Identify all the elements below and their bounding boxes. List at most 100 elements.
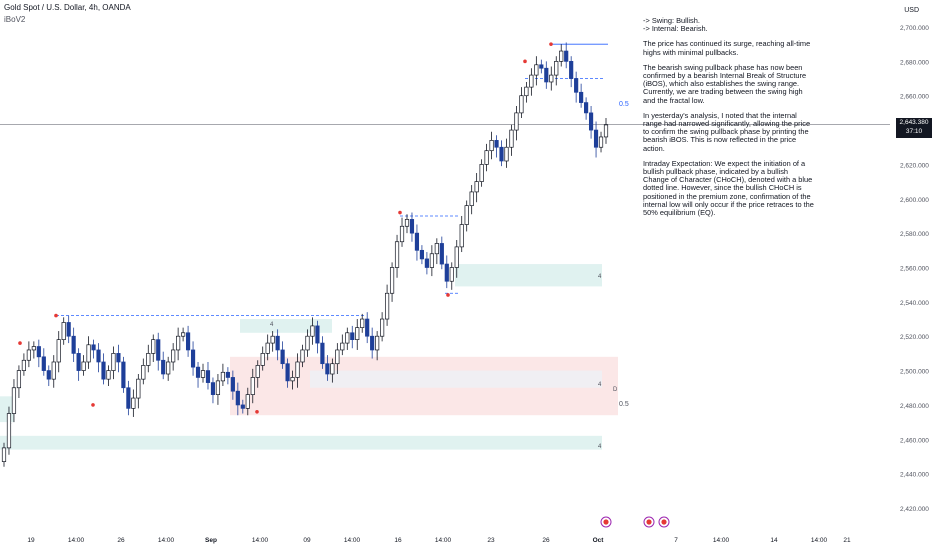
candle-body [16, 370, 22, 389]
price-tick-label: 2,580.000 [900, 231, 929, 238]
candle-body [111, 353, 116, 371]
candle-body [250, 377, 255, 395]
candle-body [295, 361, 300, 378]
price-axis[interactable]: 2,420.000 2,440.000 2,460.000 2,480.000 2,50… [890, 0, 932, 550]
candle-body [1, 447, 7, 462]
note-paragraph: In yesterday's analysis, I noted that th… [643, 110, 811, 153]
price-tick-label: 2,700.000 [900, 25, 929, 32]
candle-body [300, 349, 305, 363]
time-tick-label: 14:00 [68, 537, 85, 544]
candle-body [564, 50, 569, 62]
candle-body [524, 86, 529, 97]
candle-body [419, 249, 425, 260]
eq-label-lower: 0.5 [619, 401, 629, 408]
time-tick-label: 14 [770, 537, 778, 544]
candle-body [454, 246, 459, 268]
price-tick-label: 2,620.000 [900, 162, 929, 169]
event-flag-icon [603, 519, 609, 525]
price-tick-label: 2,600.000 [900, 197, 929, 204]
candle-body [449, 267, 454, 282]
candle-body [360, 318, 365, 328]
candle-body [141, 365, 146, 380]
indicator-label: iBoV2 [4, 15, 26, 24]
zone-mark: 4 [598, 382, 602, 388]
candle-body [479, 164, 484, 182]
candle-body [394, 241, 400, 268]
candle-body [230, 377, 235, 392]
candle-body [598, 136, 604, 148]
candle-body [574, 78, 579, 93]
zone-mark: 4 [598, 274, 602, 280]
candle-body [61, 322, 66, 341]
candle-body [384, 292, 390, 320]
price-axis-bg [890, 0, 932, 550]
zone-demand [455, 264, 602, 287]
candle-body [6, 413, 12, 449]
zones-layer: 44444 [0, 264, 618, 450]
time-tick-label: 14:00 [158, 537, 175, 544]
currency-label[interactable]: USD [904, 7, 919, 14]
time-tick-label: 14:00 [344, 537, 361, 544]
candle-body [569, 61, 574, 79]
candle-body [355, 327, 360, 340]
note-paragraph: The bearish swing pullback phase has now… [643, 62, 807, 105]
candle-body [444, 263, 449, 282]
candle-body [121, 361, 126, 389]
time-tick-label: 21 [843, 537, 851, 544]
candle-body [190, 349, 196, 368]
candle-body [285, 363, 290, 382]
candle-body [375, 335, 380, 351]
candle-body [315, 325, 320, 344]
candle-body [534, 64, 539, 76]
time-tick-label: 09 [303, 537, 311, 544]
candle-body [66, 322, 71, 337]
fractal-point [398, 210, 402, 215]
time-tick-label: Oct [593, 537, 605, 544]
last-price-value: 2,643.380 [899, 119, 929, 126]
candle-body [96, 349, 101, 363]
fractal-point [549, 42, 553, 46]
candle-body [424, 258, 429, 268]
candle-body [325, 363, 330, 375]
time-axis[interactable]: 19 14:00 26 14:00 Sep 14:00 09 14:00 16 14:00 23 26… [27, 537, 851, 544]
fractal-point [523, 59, 527, 64]
candle-body [544, 67, 549, 83]
candle-body [509, 129, 514, 148]
candle-body [71, 335, 76, 354]
candle-body [255, 365, 260, 378]
candle-body [101, 361, 106, 380]
candle-body [429, 253, 434, 268]
candle-body [439, 243, 444, 265]
candle-body [26, 349, 31, 361]
candle-body [459, 224, 464, 248]
candle-body [549, 74, 554, 83]
zone-demand [240, 319, 332, 333]
zone-demand [0, 435, 602, 450]
time-tick-label: Sep [205, 537, 217, 544]
candle-body [474, 181, 479, 193]
internal-status: -> Internal: Bearish. [643, 24, 708, 34]
fractal-point [18, 341, 22, 345]
candle-body [21, 359, 26, 371]
candle-body [370, 335, 375, 351]
candle-body [260, 353, 265, 366]
candle-body [245, 394, 250, 409]
candle-body [320, 342, 325, 365]
bar-countdown: 37:10 [905, 128, 923, 135]
economic-events[interactable] [600, 516, 670, 528]
candle-body [340, 342, 345, 351]
candle-body [330, 363, 335, 375]
candle-body [494, 140, 499, 148]
candle-body [151, 339, 156, 354]
candle-body [76, 353, 81, 371]
candle-body [81, 361, 86, 371]
price-tick-label: 2,520.000 [900, 334, 929, 341]
candle-body [588, 112, 594, 131]
candle-body [593, 129, 599, 148]
candle-body [91, 344, 96, 351]
candle-body [399, 225, 405, 243]
time-tick-label: 26 [542, 537, 550, 544]
candle-body [404, 219, 410, 227]
candle-body [51, 361, 56, 380]
